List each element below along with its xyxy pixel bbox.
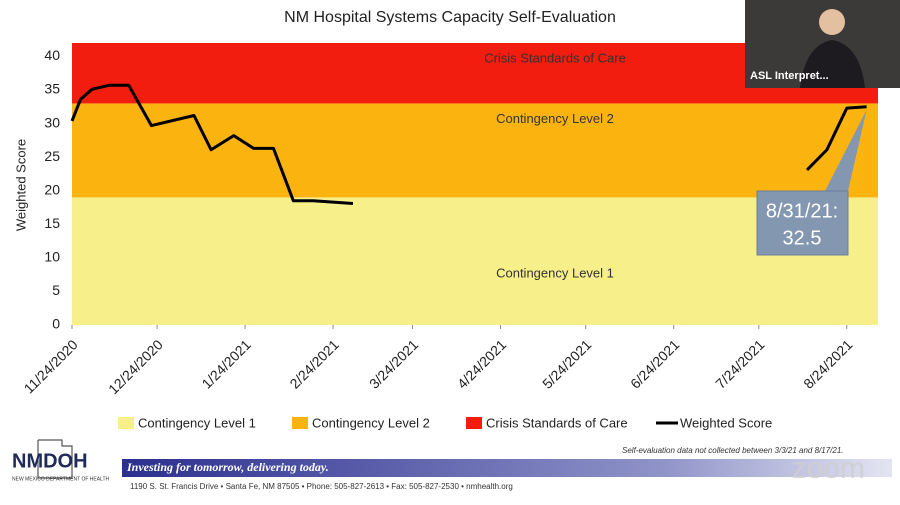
plot: Contingency Level 1 Contingency Level 2 Cr… bbox=[21, 43, 878, 397]
person-head bbox=[819, 9, 845, 35]
y-tick-label: 25 bbox=[44, 148, 60, 164]
y-tick-label: 30 bbox=[44, 114, 60, 130]
y-tick-label: 15 bbox=[44, 215, 60, 231]
y-tick-label: 0 bbox=[52, 316, 60, 332]
band bbox=[72, 43, 878, 104]
org-subtitle: NEW MEXICO DEPARTMENT OF HEALTH bbox=[12, 476, 110, 482]
org-logo: NMDOH bbox=[12, 450, 88, 472]
legend-swatch bbox=[466, 417, 482, 429]
y-tick-label: 10 bbox=[44, 249, 60, 265]
band bbox=[72, 197, 878, 325]
legend: Contingency Level 1 Contingency Level 2 Cr… bbox=[118, 415, 772, 430]
callout bbox=[756, 190, 849, 256]
callout-pointer bbox=[825, 109, 867, 191]
person-body bbox=[800, 40, 865, 88]
y-axis-label: Weighted Score bbox=[13, 139, 28, 231]
legend-label: Weighted Score bbox=[680, 415, 772, 430]
y-tick-label: 20 bbox=[44, 181, 60, 197]
y-tick-label: 35 bbox=[44, 81, 60, 97]
band-label: Crisis Standards of Care bbox=[484, 50, 626, 65]
note: Self-evaluation data not collected betwe… bbox=[622, 446, 844, 455]
chart-title: NM Hospital Systems Capacity Self-Evalua… bbox=[284, 9, 616, 26]
tagline: Investing for tomorrow, delivering today… bbox=[126, 460, 329, 474]
legend-label: Contingency Level 2 bbox=[312, 415, 430, 430]
banner bbox=[122, 459, 892, 477]
nm-outline bbox=[37, 439, 73, 479]
band-label: Contingency Level 1 bbox=[496, 265, 614, 280]
score-line bbox=[70, 83, 867, 205]
legend-label: Crisis Standards of Care bbox=[486, 415, 628, 430]
watermark: zoom bbox=[792, 452, 865, 485]
y-tick-label: 40 bbox=[44, 47, 60, 63]
legend-swatch bbox=[118, 417, 134, 429]
legend-swatch bbox=[292, 417, 308, 429]
data-label: 32.5 bbox=[783, 227, 822, 249]
band-label: Contingency Level 2 bbox=[496, 111, 614, 126]
callout-date: 8/31/21: bbox=[766, 200, 838, 222]
address: 1190 S. St. Francis Drive • Santa Fe, NM… bbox=[130, 482, 513, 491]
legend-label: Contingency Level 1 bbox=[138, 415, 256, 430]
band bbox=[72, 103, 878, 198]
video-label: ASL Interpret... bbox=[750, 70, 829, 82]
y-tick-label: 5 bbox=[52, 282, 60, 298]
